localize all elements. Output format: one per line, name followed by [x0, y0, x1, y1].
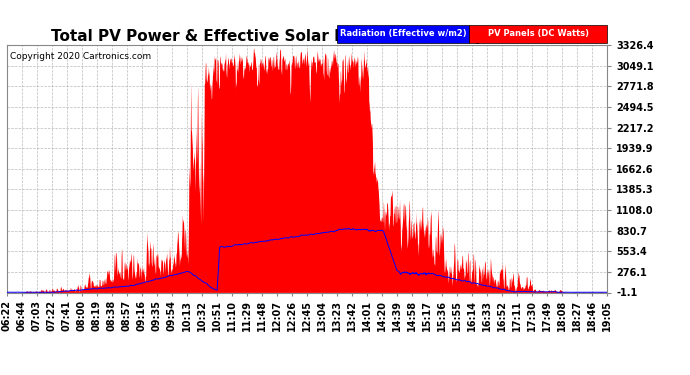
Text: Radiation (Effective w/m2): Radiation (Effective w/m2): [339, 29, 466, 38]
Text: Copyright 2020 Cartronics.com: Copyright 2020 Cartronics.com: [10, 53, 151, 62]
Bar: [469, 25, 607, 42]
Bar: [337, 25, 469, 42]
Text: PV Panels (DC Watts): PV Panels (DC Watts): [488, 29, 589, 38]
Title: Total PV Power & Effective Solar Radiation Mon Apr 6 19:11: Total PV Power & Effective Solar Radiati…: [51, 29, 563, 44]
